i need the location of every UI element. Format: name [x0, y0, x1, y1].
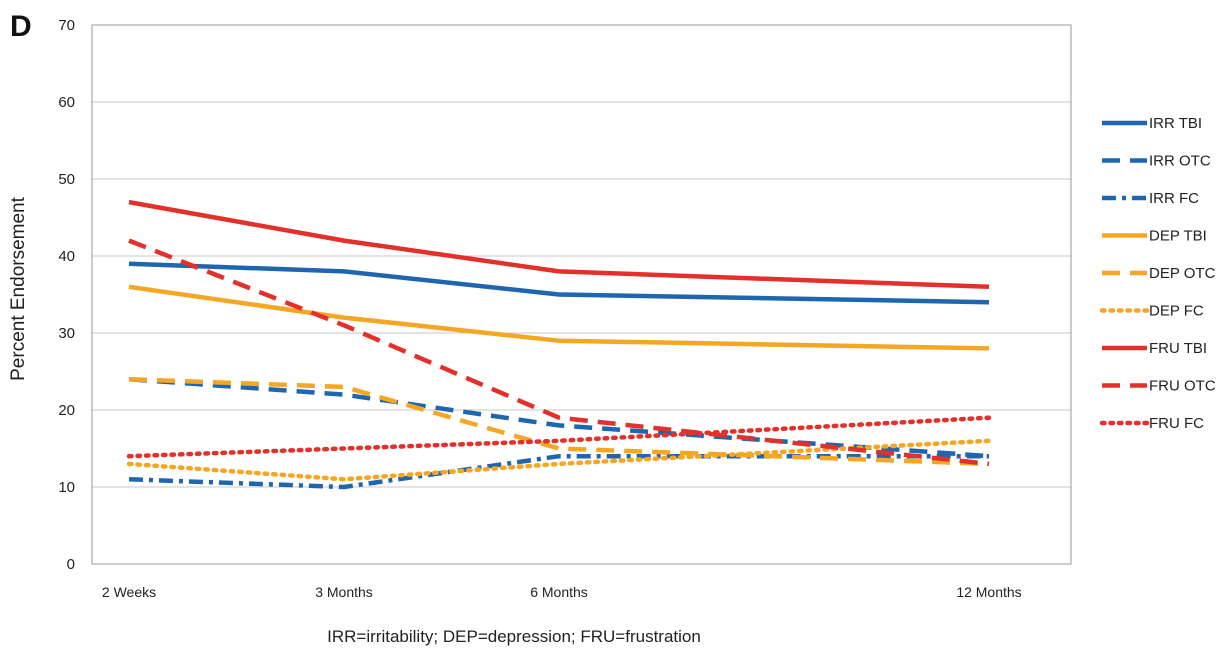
- legend-label: DEP OTC: [1149, 265, 1216, 282]
- legend-item: FRU OTC: [1102, 378, 1216, 395]
- series-line-dep-otc: [128, 376, 990, 467]
- plot-frame: [91, 24, 1072, 565]
- y-axis-ticks: 0 10 20 30 40 50 60 70: [58, 17, 75, 573]
- legend-item: IRR FC: [1102, 190, 1199, 207]
- legend-item: IRR TBI: [1102, 115, 1202, 132]
- series-line-dep-tbi: [128, 284, 990, 351]
- y-tick-label: 0: [67, 556, 75, 573]
- legend: IRR TBI IRR OTC IRR FC DEP TBI DEP OTC DEP FC…: [1099, 115, 1216, 432]
- y-tick-label: 10: [58, 479, 75, 496]
- y-tick-label: 20: [58, 402, 75, 419]
- y-tick-label: 70: [58, 17, 75, 34]
- legend-item: FRU FC: [1099, 415, 1204, 432]
- legend-label: IRR OTC: [1149, 153, 1211, 170]
- series-lines: [126, 199, 992, 490]
- caption: IRR=irritability; DEP=depression; FRU=fr…: [327, 627, 701, 646]
- series-line-fru-tbi: [128, 199, 990, 290]
- x-tick-label: 6 Months: [530, 584, 588, 600]
- series-line-irr-tbi: [128, 261, 990, 305]
- legend-label: FRU TBI: [1149, 340, 1207, 357]
- legend-label: IRR FC: [1149, 190, 1199, 207]
- y-tick-label: 50: [58, 171, 75, 188]
- panel-label: D: [10, 10, 32, 43]
- series-line-dep-fc: [126, 438, 992, 482]
- legend-item: DEP TBI: [1102, 228, 1207, 245]
- y-tick-label: 60: [58, 94, 75, 111]
- legend-item: IRR OTC: [1102, 153, 1211, 170]
- series-line-fru-fc: [126, 415, 992, 459]
- legend-item: FRU TBI: [1102, 340, 1207, 357]
- legend-label: DEP FC: [1149, 303, 1204, 320]
- legend-item: DEP FC: [1099, 303, 1204, 320]
- y-tick-label: 40: [58, 248, 75, 265]
- y-tick-label: 30: [58, 325, 75, 342]
- x-axis-ticks: 2 Weeks 3 Months 6 Months 12 Months: [102, 584, 1022, 600]
- legend-label: DEP TBI: [1149, 228, 1207, 245]
- legend-label: IRR TBI: [1149, 115, 1202, 132]
- legend-label: FRU FC: [1149, 415, 1204, 432]
- y-axis-title: Percent Endorsement: [8, 196, 29, 380]
- legend-label: FRU OTC: [1149, 378, 1216, 395]
- x-tick-label: 2 Weeks: [102, 584, 156, 600]
- series-line-fru-otc: [128, 238, 990, 467]
- x-tick-label: 3 Months: [315, 584, 373, 600]
- x-tick-label: 12 Months: [956, 584, 1021, 600]
- legend-item: DEP OTC: [1102, 265, 1216, 282]
- grid: [92, 101, 1071, 488]
